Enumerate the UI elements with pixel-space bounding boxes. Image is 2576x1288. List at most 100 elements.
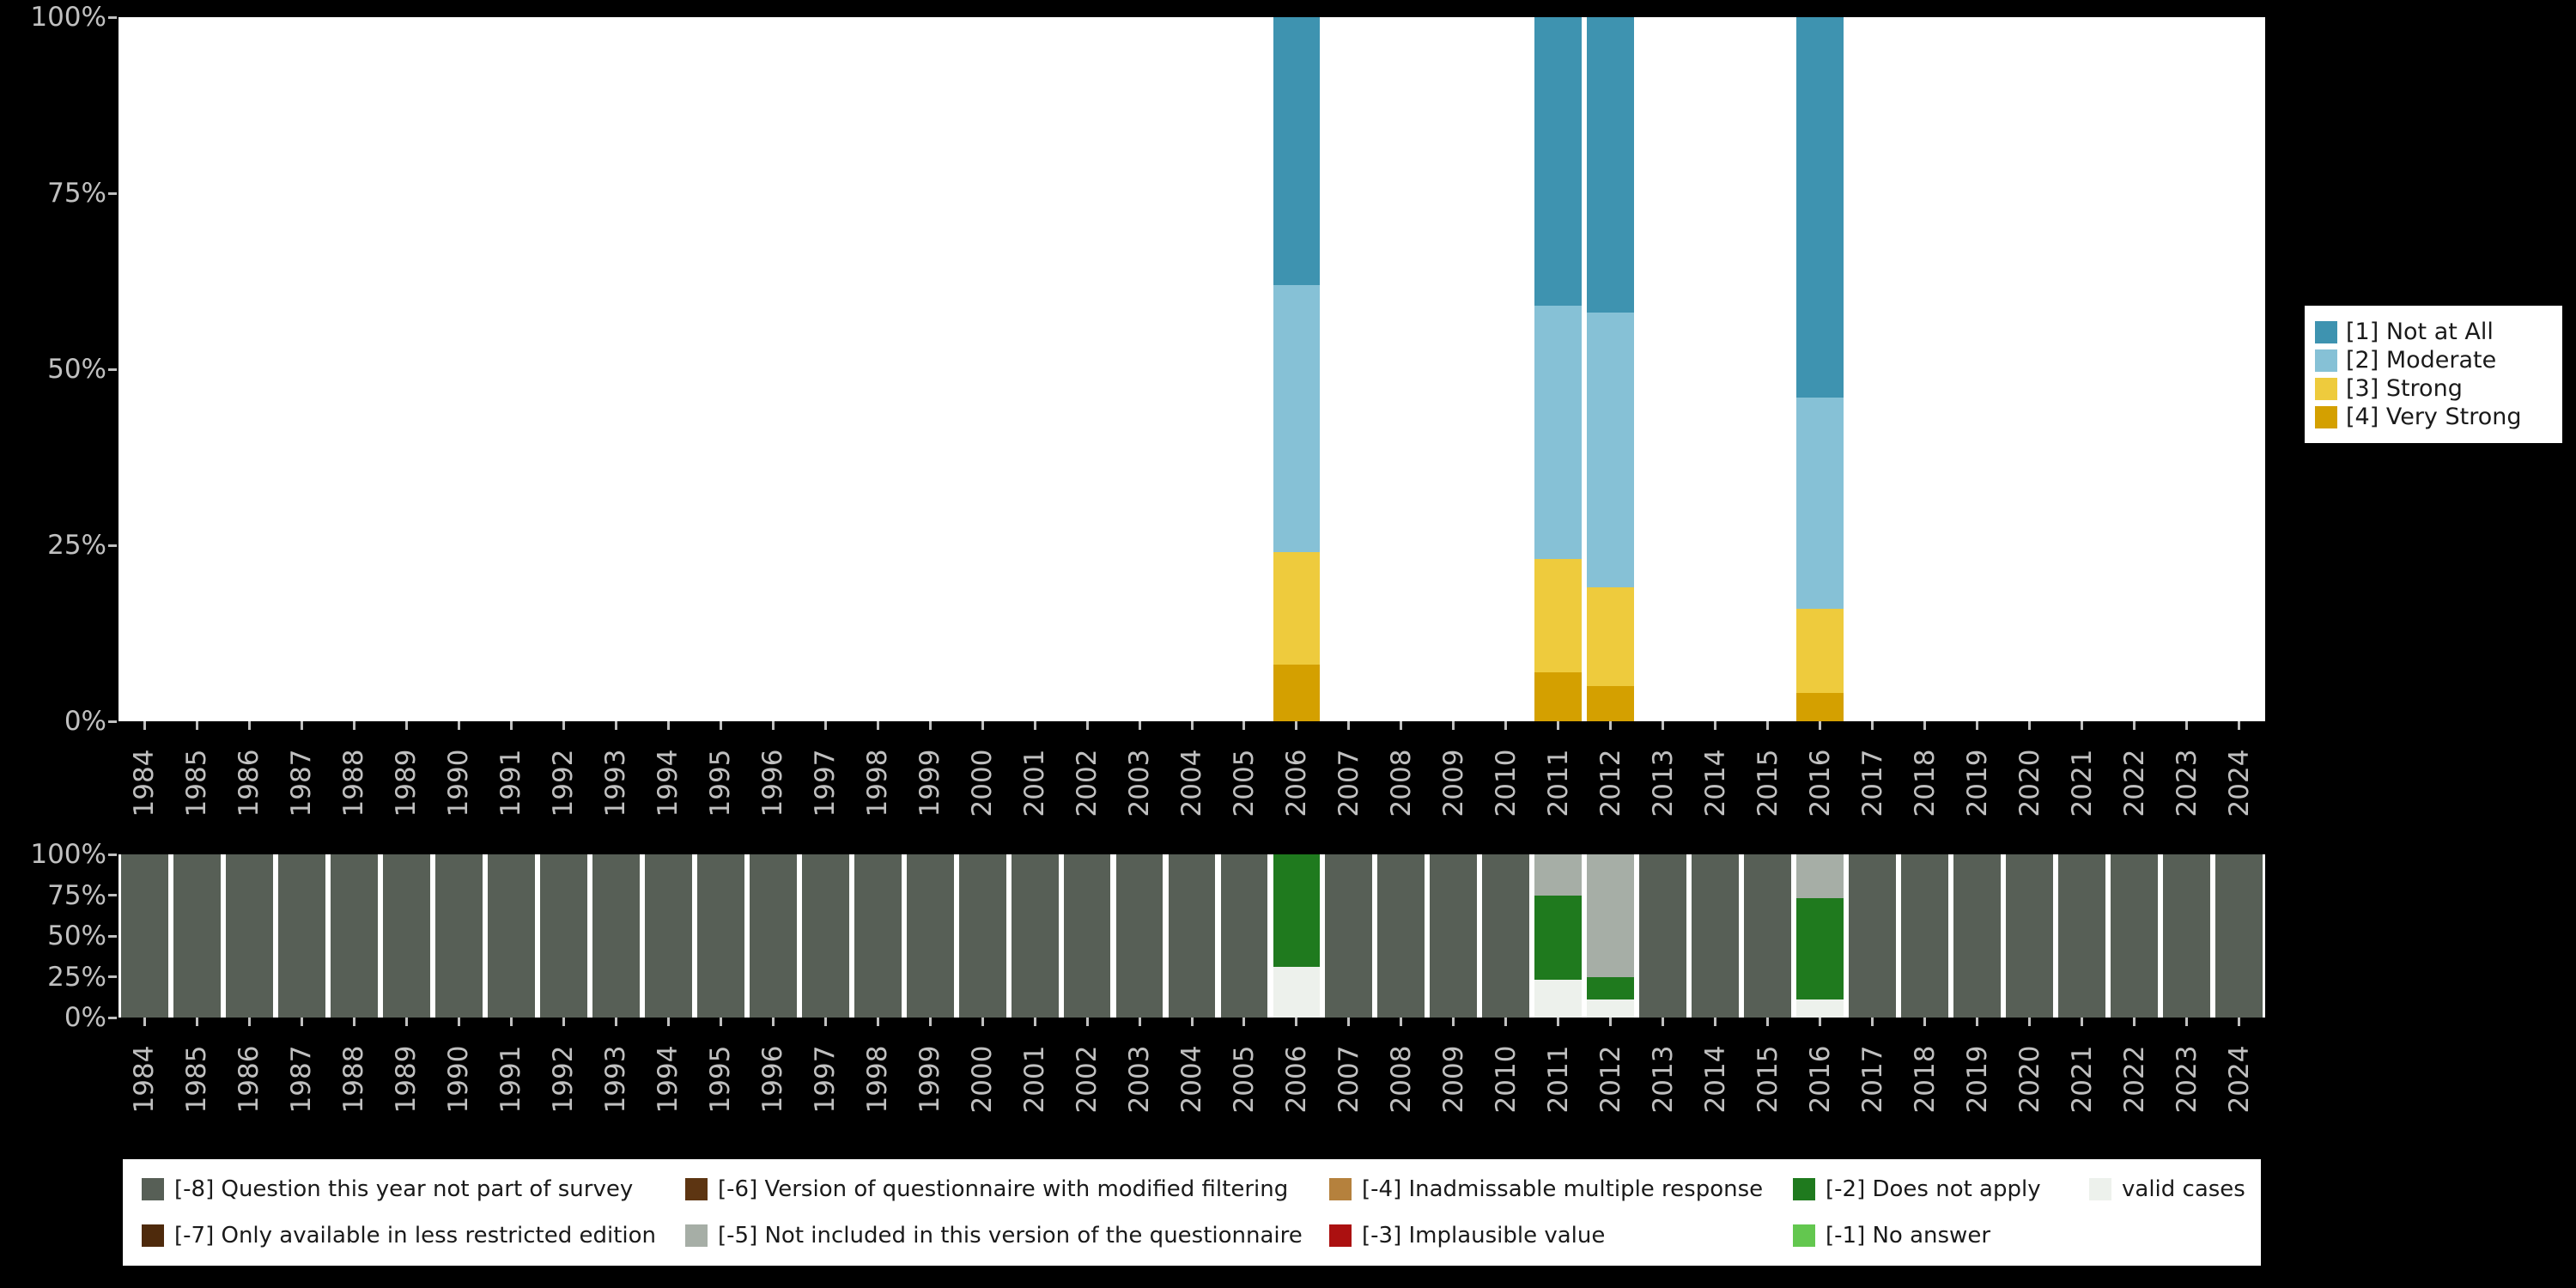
x-tick — [1923, 1018, 1927, 1026]
x-tick — [1557, 1018, 1560, 1026]
x-tick — [2133, 721, 2136, 730]
x-tick — [2028, 1018, 2032, 1026]
bar-segment — [1534, 854, 1583, 896]
x-tick — [1976, 721, 1979, 730]
bar-segment — [1587, 587, 1635, 686]
x-tick — [1242, 1018, 1246, 1026]
y-tick-label: 75% — [47, 178, 106, 209]
legend-swatch — [2089, 1178, 2111, 1200]
x-tick-label: 2012 — [1595, 749, 1626, 817]
bar-segment — [1692, 854, 1740, 1018]
legend-entry: [-3] Implausible value — [1329, 1223, 1605, 1249]
bar-segment — [1482, 854, 1530, 1018]
legend-label: [-4] Inadmissable multiple response — [1362, 1176, 1764, 1202]
x-tick-label: 2010 — [1490, 749, 1522, 817]
x-tick-label: 1987 — [286, 1045, 318, 1114]
x-tick-label: 2023 — [2171, 749, 2202, 817]
bar-segment — [1796, 608, 1844, 694]
x-tick — [1871, 721, 1874, 730]
x-tick-label: 2002 — [1072, 1045, 1103, 1114]
x-tick-label: 1984 — [129, 1045, 161, 1114]
x-tick-label: 1996 — [757, 749, 789, 817]
legend-entry: [-5] Not included in this version of the… — [685, 1223, 1303, 1249]
x-tick-label: 1988 — [338, 749, 370, 817]
x-tick-label: 2013 — [1647, 1045, 1679, 1114]
legend-entry: [-7] Only available in less restricted e… — [142, 1223, 656, 1249]
x-tick — [352, 721, 355, 730]
x-tick — [1504, 1018, 1508, 1026]
x-tick — [1819, 721, 1822, 730]
x-tick — [1400, 1018, 1403, 1026]
bar-segment — [2163, 854, 2210, 1018]
x-tick — [1452, 721, 1455, 730]
x-tick — [823, 1018, 827, 1026]
y-tick-label: 50% — [47, 920, 106, 951]
legend-label: [-6] Version of questionnaire with modif… — [718, 1176, 1289, 1202]
bar-segment — [1534, 17, 1583, 307]
legend-entry: [-1] No answer — [1793, 1223, 1990, 1249]
x-tick-label: 1986 — [234, 749, 265, 817]
x-tick — [300, 721, 303, 730]
legend-swatch — [1329, 1178, 1352, 1200]
bar-segment — [1430, 854, 1478, 1018]
x-tick-label: 1997 — [810, 1045, 841, 1114]
x-tick — [1190, 1018, 1194, 1026]
x-tick-label: 1988 — [338, 1045, 370, 1114]
x-tick-label: 1989 — [391, 1045, 422, 1114]
x-tick — [823, 721, 827, 730]
x-tick — [562, 721, 565, 730]
y-tick-label: 0% — [64, 706, 106, 737]
y-tick — [108, 853, 117, 856]
bar-segment — [958, 854, 1006, 1018]
bar-segment — [2006, 854, 2054, 1018]
x-tick — [1609, 1018, 1613, 1026]
x-tick — [404, 721, 408, 730]
legend-label: [-7] Only available in less restricted e… — [174, 1223, 657, 1249]
bar-segment — [749, 854, 797, 1018]
bar-segment — [1534, 671, 1583, 721]
bar-segment — [1063, 854, 1111, 1018]
bar-segment — [1534, 306, 1583, 560]
x-tick-label: 1995 — [705, 1045, 737, 1114]
y-tick — [108, 934, 117, 938]
legend-entry: [4] Very Strong — [2315, 403, 2552, 431]
x-tick — [1085, 721, 1089, 730]
x-tick — [719, 1018, 722, 1026]
x-tick-label: 2021 — [2066, 1045, 2098, 1114]
x-tick — [1504, 721, 1508, 730]
legend-entry: [3] Strong — [2315, 374, 2552, 403]
bar-segment — [1953, 854, 2002, 1018]
bar-segment — [1377, 854, 1425, 1018]
legend-swatch — [1793, 1224, 1815, 1247]
x-tick-label: 2015 — [1752, 749, 1783, 817]
y-tick-label: 25% — [47, 530, 106, 561]
y-tick-label: 100% — [30, 839, 106, 870]
x-tick-label: 2014 — [1699, 1045, 1731, 1114]
x-tick — [1766, 1018, 1770, 1026]
legend-swatch — [685, 1224, 708, 1247]
x-tick — [1662, 721, 1665, 730]
x-tick — [771, 721, 775, 730]
x-tick — [614, 1018, 617, 1026]
bar-segment — [2215, 854, 2263, 1018]
x-tick — [1557, 721, 1560, 730]
x-tick-label: 1993 — [600, 1045, 632, 1114]
x-tick — [143, 1018, 146, 1026]
x-tick — [1400, 721, 1403, 730]
bar-segment — [1796, 898, 1844, 1000]
bar-segment — [1115, 854, 1163, 1018]
x-tick — [981, 721, 984, 730]
x-tick-label: 2013 — [1647, 749, 1679, 817]
x-tick — [300, 1018, 303, 1026]
x-tick-label: 2003 — [1124, 1045, 1156, 1114]
legend-entry: valid cases — [2089, 1176, 2245, 1202]
x-tick-label: 1992 — [548, 749, 580, 817]
bar-segment — [1744, 854, 1792, 1018]
x-tick — [143, 721, 146, 730]
bar-segment — [592, 854, 640, 1018]
legend-main: [1] Not at All [2] Moderate [3] Strong [4] … — [2305, 306, 2562, 443]
bar-segment — [1796, 854, 1844, 899]
x-tick-label: 1996 — [757, 1045, 789, 1114]
x-tick-label: 2019 — [1961, 1045, 1993, 1114]
